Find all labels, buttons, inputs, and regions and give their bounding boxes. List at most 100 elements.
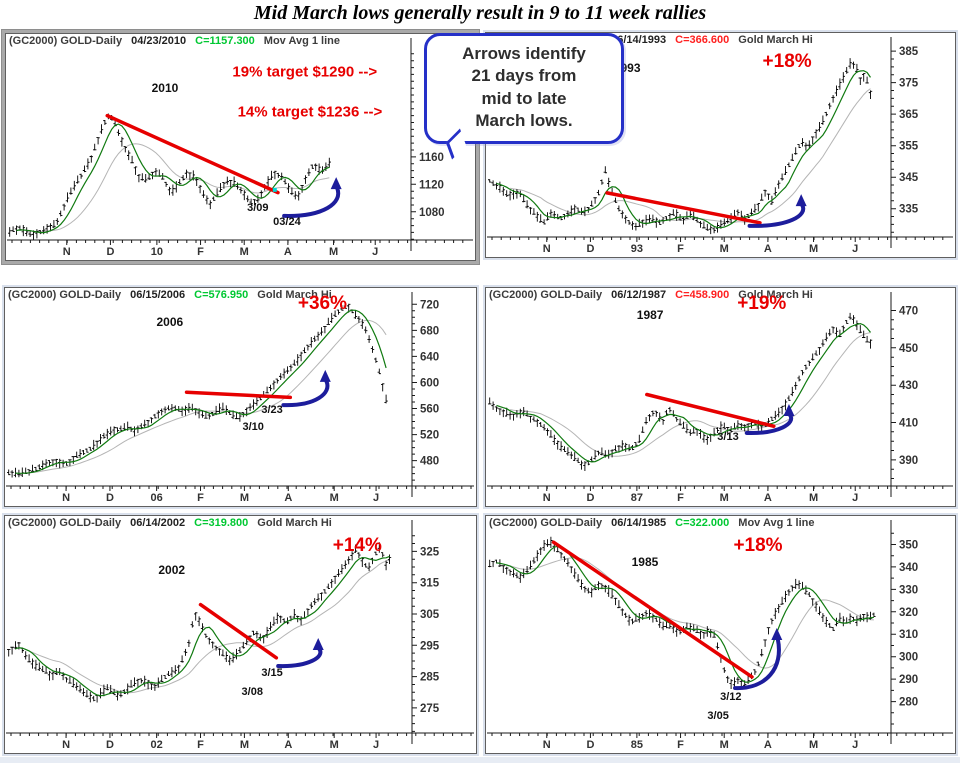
y-axis-price-label: 480 (420, 456, 439, 468)
price-chart: N D 87 F M A M J 470 450 430 410 390 (487, 292, 953, 504)
y-axis-price-label: 720 (420, 299, 439, 311)
chart-date: 06/15/2006 (130, 289, 186, 301)
callout-line: March lows. (475, 111, 573, 131)
y-axis-price-label: 295 (420, 640, 440, 652)
y-axis-price-label: 560 (420, 404, 439, 416)
x-axis-month-label: N (63, 246, 71, 258)
y-axis-price-label: 335 (899, 204, 919, 216)
chart-panel-2010[interactable]: (GC2000) GOLD-Daily 04/23/2010 C=1157.300 M… (1, 29, 480, 265)
y-axis-price-label: 1120 (419, 179, 444, 191)
price-chart: N D 02 F M A M J 325 315 305 295 285 275 (6, 520, 474, 751)
year-label: 2010 (151, 81, 179, 95)
chart-header: (GC2000) GOLD-Daily 06/15/2006 C=576.950 Go… (8, 289, 341, 301)
x-axis-month-label: A (764, 243, 772, 255)
chart-indicator: Mov Avg 1 line (263, 35, 340, 47)
chart-symbol: (GC2000) GOLD-Daily (489, 517, 603, 529)
ohlc-bars (488, 536, 876, 690)
chart-indicator: Gold March Hi (257, 517, 332, 529)
chart-date: 06/14/1985 (611, 517, 667, 529)
y-axis-price-label: 320 (899, 607, 918, 619)
y-axis-price-label: 310 (899, 629, 918, 641)
x-axis-month-label: M (720, 243, 729, 255)
date-annotation: 3/08 (241, 686, 263, 699)
x-axis-month-label: J (852, 492, 858, 504)
chart-window: (GC2000) GOLD-Daily 04/23/2010 C=1157.300 M… (5, 33, 476, 261)
x-axis-month-label: 85 (631, 739, 643, 751)
y-axis-price-label: 355 (899, 141, 919, 153)
x-axis-month-label: A (764, 739, 772, 751)
x-axis-month-label: D (586, 492, 594, 504)
rally-arrowhead-icon (330, 177, 342, 190)
x-axis-month-label: D (106, 492, 114, 504)
x-axis-month-label: 06 (151, 492, 163, 504)
x-axis-month-label: D (586, 739, 594, 751)
window-bottom-edge (0, 757, 960, 763)
x-axis-month-label: M (809, 739, 818, 751)
rally-arrowhead-icon (319, 369, 331, 382)
chart-panel-1987[interactable]: (GC2000) GOLD-Daily 06/12/1987 C=458.900 Go… (483, 285, 958, 509)
x-axis-month-label: M (330, 492, 339, 504)
chart-header: (GC2000) GOLD-Daily 06/12/1987 C=458.900 Go… (489, 289, 822, 301)
y-axis-price-label: 275 (420, 703, 440, 715)
y-axis-price-label: 680 (420, 325, 439, 337)
march-high-trendline (551, 540, 754, 679)
x-axis-month-label: 02 (151, 739, 163, 751)
y-axis-price-label: 390 (899, 455, 918, 467)
x-axis-month-label: M (720, 492, 729, 504)
chart-header: (GC2000) GOLD-Daily 04/23/2010 C=1157.300 M… (9, 35, 349, 47)
date-annotation: 03/24 (273, 216, 301, 229)
chart-date: 06/12/1987 (611, 289, 667, 301)
rally-arrowhead-icon (795, 194, 807, 207)
y-axis-price-label: 340 (899, 562, 918, 574)
y-axis-price-label: 450 (899, 343, 918, 355)
target-annotation: 14% target $1236 --> (237, 103, 383, 121)
chart-symbol: (GC2000) GOLD-Daily (8, 517, 122, 529)
chart-panel-1985[interactable]: (GC2000) GOLD-Daily 06/14/1985 C=322.000 Mo… (483, 513, 958, 756)
x-axis-month-label: A (764, 492, 772, 504)
price-chart: N D 10 F M A M J 1160 1120 1080 (7, 38, 473, 258)
x-axis-month-label: M (809, 492, 818, 504)
x-axis-month-label: F (197, 739, 204, 751)
year-label: 2006 (156, 315, 184, 329)
y-axis-price-label: 600 (420, 377, 439, 389)
chart-date: 06/14/1993 (611, 34, 667, 46)
date-annotation: 3/13 (717, 430, 739, 443)
price-chart: N D 93 F M A M J 385 375 365 355 345 335 (487, 37, 953, 255)
callout-line: Arrows identify (462, 44, 586, 63)
y-axis-price-label: 325 (420, 546, 440, 558)
chart-close: C=576.950 (194, 289, 249, 301)
x-axis-month-label: J (373, 739, 379, 751)
y-axis-price-label: 520 (420, 430, 439, 442)
pct-gain-label: +14% (332, 535, 382, 557)
chart-date: 04/23/2010 (131, 35, 187, 47)
x-axis-month-label: N (543, 243, 551, 255)
chart-indicator: Gold March Hi (738, 289, 813, 301)
x-axis-month-label: J (852, 739, 858, 751)
x-axis-month-label: J (373, 492, 379, 504)
y-axis-price-label: 290 (899, 674, 918, 686)
chart-panel-2006[interactable]: (GC2000) GOLD-Daily 06/15/2006 C=576.950 Go… (2, 285, 479, 509)
pct-gain-label: +36% (297, 293, 348, 315)
chart-indicator: Gold March Hi (257, 289, 332, 301)
rally-arrow (733, 636, 781, 691)
page-title: Mid March lows generally result in 9 to … (253, 2, 707, 24)
chart-close: C=458.900 (675, 289, 730, 301)
pct-gain-label: +18% (733, 535, 783, 557)
chart-header: (GC2000) GOLD-Daily 06/14/1985 C=322.000 Mo… (489, 517, 824, 529)
y-axis-price-label: 1080 (419, 207, 445, 219)
march-high-trendline (184, 390, 293, 400)
date-annotation: 3/23 (261, 404, 283, 417)
year-label: 2002 (158, 563, 186, 578)
x-axis-month-label: 93 (631, 243, 643, 255)
chart-panel-2002[interactable]: (GC2000) GOLD-Daily 06/14/2002 C=319.800 Go… (2, 513, 479, 756)
y-axis-price-label: 345 (899, 172, 919, 184)
y-axis-price-label: 375 (899, 78, 919, 90)
date-annotation: 3/05 (707, 710, 729, 723)
price-chart: N D 06 F M A M J 720 680 640 600 560 520 480 (6, 292, 474, 504)
march-high-trendline (605, 191, 762, 225)
y-axis-price-label: 350 (899, 539, 918, 551)
target-annotation: 19% target $1290 --> (232, 63, 378, 81)
x-axis-month-label: N (543, 739, 551, 751)
y-axis-price-label: 330 (899, 584, 918, 596)
